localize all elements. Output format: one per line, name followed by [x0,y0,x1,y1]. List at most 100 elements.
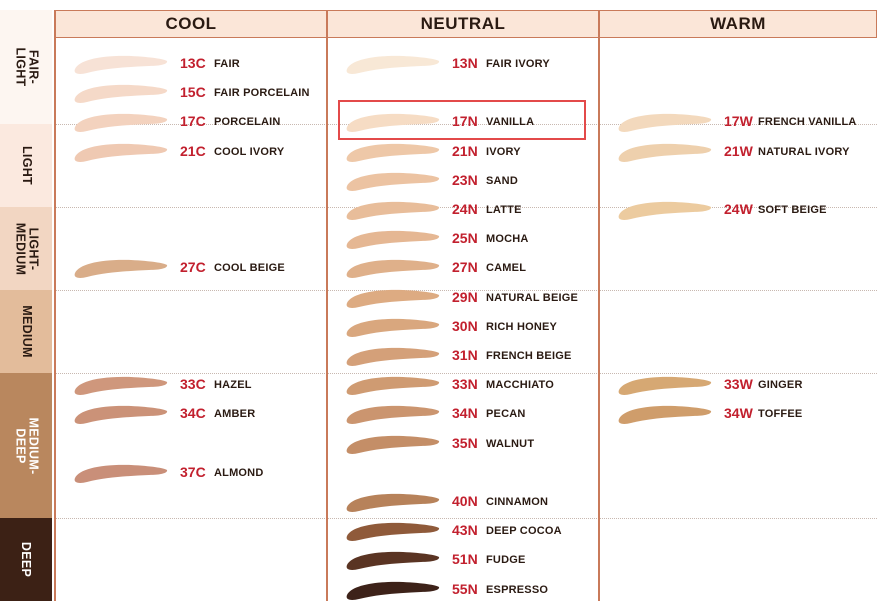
shade-code: 55N [452,580,478,597]
swatch-fill [346,318,440,337]
shade-21c[interactable]: 21C COOL IVORY [71,138,325,166]
swatch-fill [346,289,440,308]
band-divider [55,518,877,519]
shade-name: DEEP COCOA [486,525,562,538]
band-divider [55,290,877,291]
swatch-swoosh [74,55,168,74]
swatch-fill [618,201,712,220]
swatch-swoosh [74,260,168,279]
shade-31n[interactable]: 31N FRENCH BEIGE [343,342,597,370]
swatch-fill [346,172,440,191]
shade-name: FRENCH VANILLA [758,116,857,129]
column-header-cool: COOL [55,10,327,38]
swatch-swoosh [74,143,168,162]
shade-name: CAMEL [486,262,527,275]
shade-24n[interactable]: 24N LATTE [343,196,597,224]
shade-name: SAND [486,174,518,187]
shade-33n[interactable]: 33N MACCHIATO [343,371,597,399]
shade-code: 17N [452,113,478,130]
shade-43n[interactable]: 43N DEEP COCOA [343,517,597,545]
shade-name: FRENCH BEIGE [486,350,572,362]
shade-40n[interactable]: 40N CINNAMON [343,488,597,516]
shade-name: FAIR PORCELAIN [214,87,310,100]
swatch-fill [346,55,440,74]
band-label: MEDIUM [19,305,34,358]
highlight-box [338,100,586,141]
shade-code: 31N [452,347,478,363]
column-divider [54,10,56,601]
shade-21w[interactable]: 21W NATURAL IVORY [615,138,875,166]
shade-name: HAZEL [214,379,252,392]
shade-name: PORCELAIN [214,116,281,129]
band-fair-light: FAIR- LIGHT [0,10,52,124]
swatch-swoosh [618,406,712,425]
shade-code: 51N [452,551,478,568]
shade-name: ALMOND [214,466,264,479]
shade-name: MOCHA [486,233,529,246]
band-label: MEDIUM- DEEP [13,417,41,474]
shade-code: 27N [452,259,478,276]
swatch-fill [346,347,440,366]
shade-17c[interactable]: 17C PORCELAIN [71,108,325,136]
swatch-fill [74,114,168,133]
shade-55n[interactable]: 55N ESPRESSO [343,576,597,604]
shade-code: 33N [452,376,478,393]
swatch-fill [74,85,168,104]
shade-13c[interactable]: 13C FAIR [71,50,325,78]
swatch-swoosh [346,406,440,425]
shade-name: FAIR IVORY [486,58,550,70]
shade-33w[interactable]: 33W GINGER [615,371,875,399]
shade-code: 21C [180,142,206,159]
shade-name: NATURAL IVORY [758,145,850,158]
shade-29n[interactable]: 29N NATURAL BEIGE [343,284,597,312]
shade-23n[interactable]: 23N SAND [343,167,597,195]
shade-34c[interactable]: 34C AMBER [71,400,325,428]
shade-name: GINGER [758,379,803,392]
shade-35n[interactable]: 35N WALNUT [343,430,597,458]
band-divider [55,124,877,125]
shade-name: COOL IVORY [214,145,285,158]
shade-name: TOFFEE [758,408,803,421]
shade-33c[interactable]: 33C HAZEL [71,371,325,399]
shade-name: PECAN [486,408,526,421]
shade-15c[interactable]: 15C FAIR PORCELAIN [71,79,325,107]
shade-34w[interactable]: 34W TOFFEE [615,400,875,428]
shade-name: RICH HONEY [486,320,558,333]
band-medium-deep: MEDIUM- DEEP [0,373,52,518]
swatch-swoosh [74,464,168,483]
shade-code: 21W [724,142,753,159]
shade-name: COOL BEIGE [214,262,285,275]
column-divider [326,10,328,601]
swatch-fill [346,406,440,425]
shade-25n[interactable]: 25N MOCHA [343,225,597,253]
shade-name: SOFT BEIGE [758,204,827,216]
shade-name: NATURAL BEIGE [486,291,579,304]
shade-21n[interactable]: 21N IVORY [343,138,597,166]
shade-17w[interactable]: 17W FRENCH VANILLA [615,108,875,136]
swatch-swoosh [74,377,168,396]
shade-51n[interactable]: 51N FUDGE [343,546,597,574]
shade-code: 21N [452,142,478,159]
shade-24w[interactable]: 24W SOFT BEIGE [615,196,875,224]
shade-name: MACCHIATO [486,379,554,392]
shade-code: 15C [180,84,206,101]
shade-code: 30N [452,317,478,334]
swatch-swoosh [618,377,712,396]
swatch-fill [74,464,168,483]
shade-30n[interactable]: 30N RICH HONEY [343,313,597,341]
shade-code: 33C [180,376,206,393]
swatch-swoosh [618,143,712,162]
swatch-swoosh [618,114,712,133]
shade-37c[interactable]: 37C ALMOND [71,459,325,487]
shade-13n[interactable]: 13N FAIR IVORY [343,50,597,78]
column-divider [598,10,600,601]
swatch-swoosh [346,523,440,542]
shade-code: 43N [452,522,478,539]
shade-17n[interactable]: 17N VANILLA [343,108,597,136]
shade-27c[interactable]: 27C COOL BEIGE [71,254,325,282]
shade-34n[interactable]: 34N PECAN [343,400,597,428]
swatch-fill [346,435,440,454]
band-label: LIGHT- MEDIUM [13,222,40,275]
shade-name: FAIR [214,58,240,70]
shade-27n[interactable]: 27N CAMEL [343,254,597,282]
